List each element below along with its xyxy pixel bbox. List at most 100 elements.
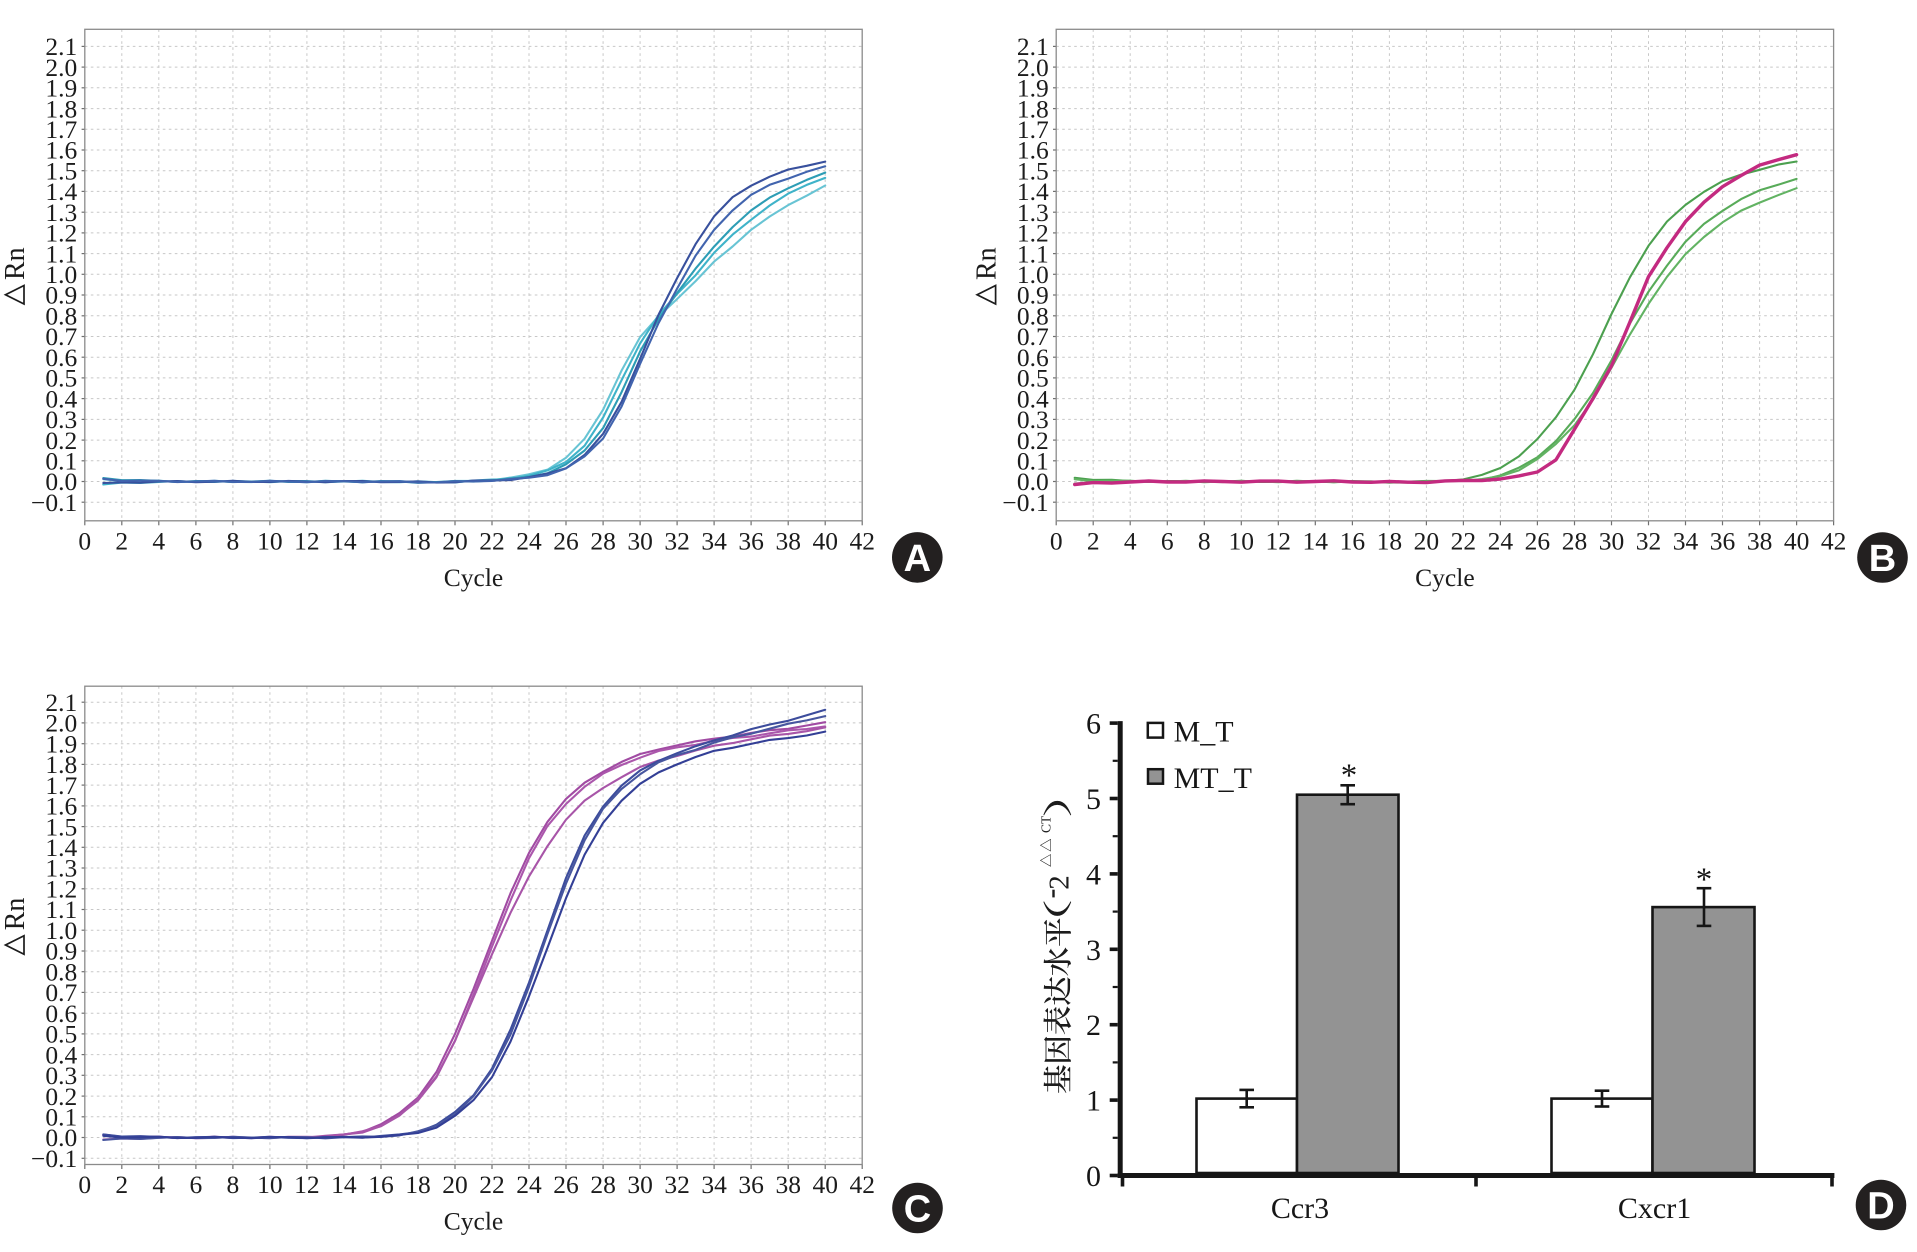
svg-text:42: 42 [849,1170,875,1199]
svg-text:−0.1: −0.1 [1002,488,1048,517]
svg-text:38: 38 [1747,526,1773,555]
svg-text:0.3: 0.3 [45,1061,77,1090]
svg-text:4: 4 [1086,858,1101,891]
svg-text:5: 5 [1086,783,1101,816]
svg-text:8: 8 [1198,526,1211,555]
svg-text:22: 22 [1451,526,1477,555]
svg-text:1.3: 1.3 [45,198,77,227]
svg-text:2.0: 2.0 [45,53,77,82]
svg-text:6: 6 [190,1170,203,1199]
svg-text:−0.1: −0.1 [31,488,77,517]
svg-text:42: 42 [849,526,875,555]
svg-text:1.2: 1.2 [1017,219,1049,248]
svg-text:30: 30 [1599,526,1625,555]
svg-text:42: 42 [1821,526,1847,555]
svg-text:1.0: 1.0 [45,916,77,945]
svg-text:36: 36 [1710,526,1736,555]
svg-text:0.8: 0.8 [45,302,77,331]
svg-text:1.5: 1.5 [45,812,77,841]
svg-text:1.0: 1.0 [45,260,77,289]
svg-text:4: 4 [1124,526,1137,555]
svg-text:2: 2 [115,526,128,555]
svg-text:1.9: 1.9 [45,729,77,758]
svg-text:0.9: 0.9 [45,937,77,966]
svg-text:1.8: 1.8 [45,750,77,779]
svg-text:40: 40 [1784,526,1810,555]
svg-text:38: 38 [775,526,801,555]
svg-text:30: 30 [627,526,653,555]
svg-text:0.2: 0.2 [45,1082,77,1111]
svg-text:1.1: 1.1 [45,895,77,924]
svg-text:0.0: 0.0 [45,1123,77,1152]
svg-text:24: 24 [1488,526,1514,555]
svg-text:Cycle: Cycle [1415,563,1474,592]
svg-text:1.7: 1.7 [1017,115,1049,144]
svg-text:22: 22 [479,1170,505,1199]
svg-text:2: 2 [1087,526,1100,555]
svg-text:14: 14 [331,526,357,555]
svg-text:0: 0 [78,1170,91,1199]
svg-text:Rn: Rn [0,247,31,280]
svg-text:28: 28 [590,526,616,555]
svg-text:1.4: 1.4 [45,177,77,206]
svg-text:1.6: 1.6 [1017,136,1049,165]
svg-text:32: 32 [664,1170,690,1199]
svg-text:0.7: 0.7 [1017,322,1049,351]
svg-text:M_T: M_T [1174,716,1234,749]
svg-text:1.8: 1.8 [45,94,77,123]
svg-text:20: 20 [442,526,468,555]
svg-text:2.1: 2.1 [45,688,77,717]
svg-text:14: 14 [331,1170,357,1199]
svg-text:0.1: 0.1 [45,1103,77,1132]
svg-text:1.0: 1.0 [1017,260,1049,289]
svg-text:1.3: 1.3 [1017,198,1049,227]
svg-text:Cycle: Cycle [444,1207,503,1236]
svg-text:12: 12 [294,1170,320,1199]
svg-text:0.3: 0.3 [45,405,77,434]
svg-text:0.5: 0.5 [45,364,77,393]
svg-text:MT_T: MT_T [1174,762,1252,795]
svg-text:18: 18 [405,1170,431,1199]
svg-text:26: 26 [553,1170,579,1199]
svg-text:0.6: 0.6 [1017,343,1049,372]
svg-text:0.7: 0.7 [45,322,77,351]
svg-text:18: 18 [1377,526,1403,555]
svg-text:20: 20 [1414,526,1440,555]
svg-text:0.0: 0.0 [45,467,77,496]
svg-text:0.8: 0.8 [1017,302,1049,331]
svg-text:10: 10 [257,526,283,555]
svg-text:A: A [904,538,931,580]
svg-text:0.4: 0.4 [45,1040,77,1069]
svg-text:36: 36 [738,526,764,555]
svg-text:28: 28 [1562,526,1588,555]
svg-text:2.0: 2.0 [45,709,77,738]
svg-text:1.5: 1.5 [1017,156,1049,185]
svg-text:16: 16 [368,1170,394,1199]
svg-text:0: 0 [1050,526,1063,555]
svg-text:1.1: 1.1 [1017,239,1049,268]
svg-text:0.9: 0.9 [45,281,77,310]
svg-text:34: 34 [701,526,727,555]
svg-text:0: 0 [1086,1160,1101,1193]
svg-text:1.9: 1.9 [45,74,77,103]
svg-text:20: 20 [442,1170,468,1199]
svg-text:0.0: 0.0 [1017,467,1049,496]
svg-text:1.7: 1.7 [45,771,77,800]
svg-text:14: 14 [1303,526,1329,555]
svg-text:0.4: 0.4 [45,384,77,413]
svg-text:1.6: 1.6 [45,136,77,165]
svg-text:1.1: 1.1 [45,239,77,268]
svg-text:12: 12 [294,526,320,555]
svg-text:12: 12 [1266,526,1292,555]
svg-text:32: 32 [664,526,690,555]
svg-text:1.9: 1.9 [1017,74,1049,103]
svg-text:D: D [1867,1186,1894,1228]
svg-text:1.5: 1.5 [45,156,77,185]
svg-text:30: 30 [627,1170,653,1199]
svg-text:0.4: 0.4 [1017,384,1049,413]
svg-text:1.7: 1.7 [45,115,77,144]
svg-text:1.4: 1.4 [1017,177,1049,206]
svg-text:Rn: Rn [972,247,1003,280]
svg-text:6: 6 [1161,526,1174,555]
svg-text:0.6: 0.6 [45,999,77,1028]
